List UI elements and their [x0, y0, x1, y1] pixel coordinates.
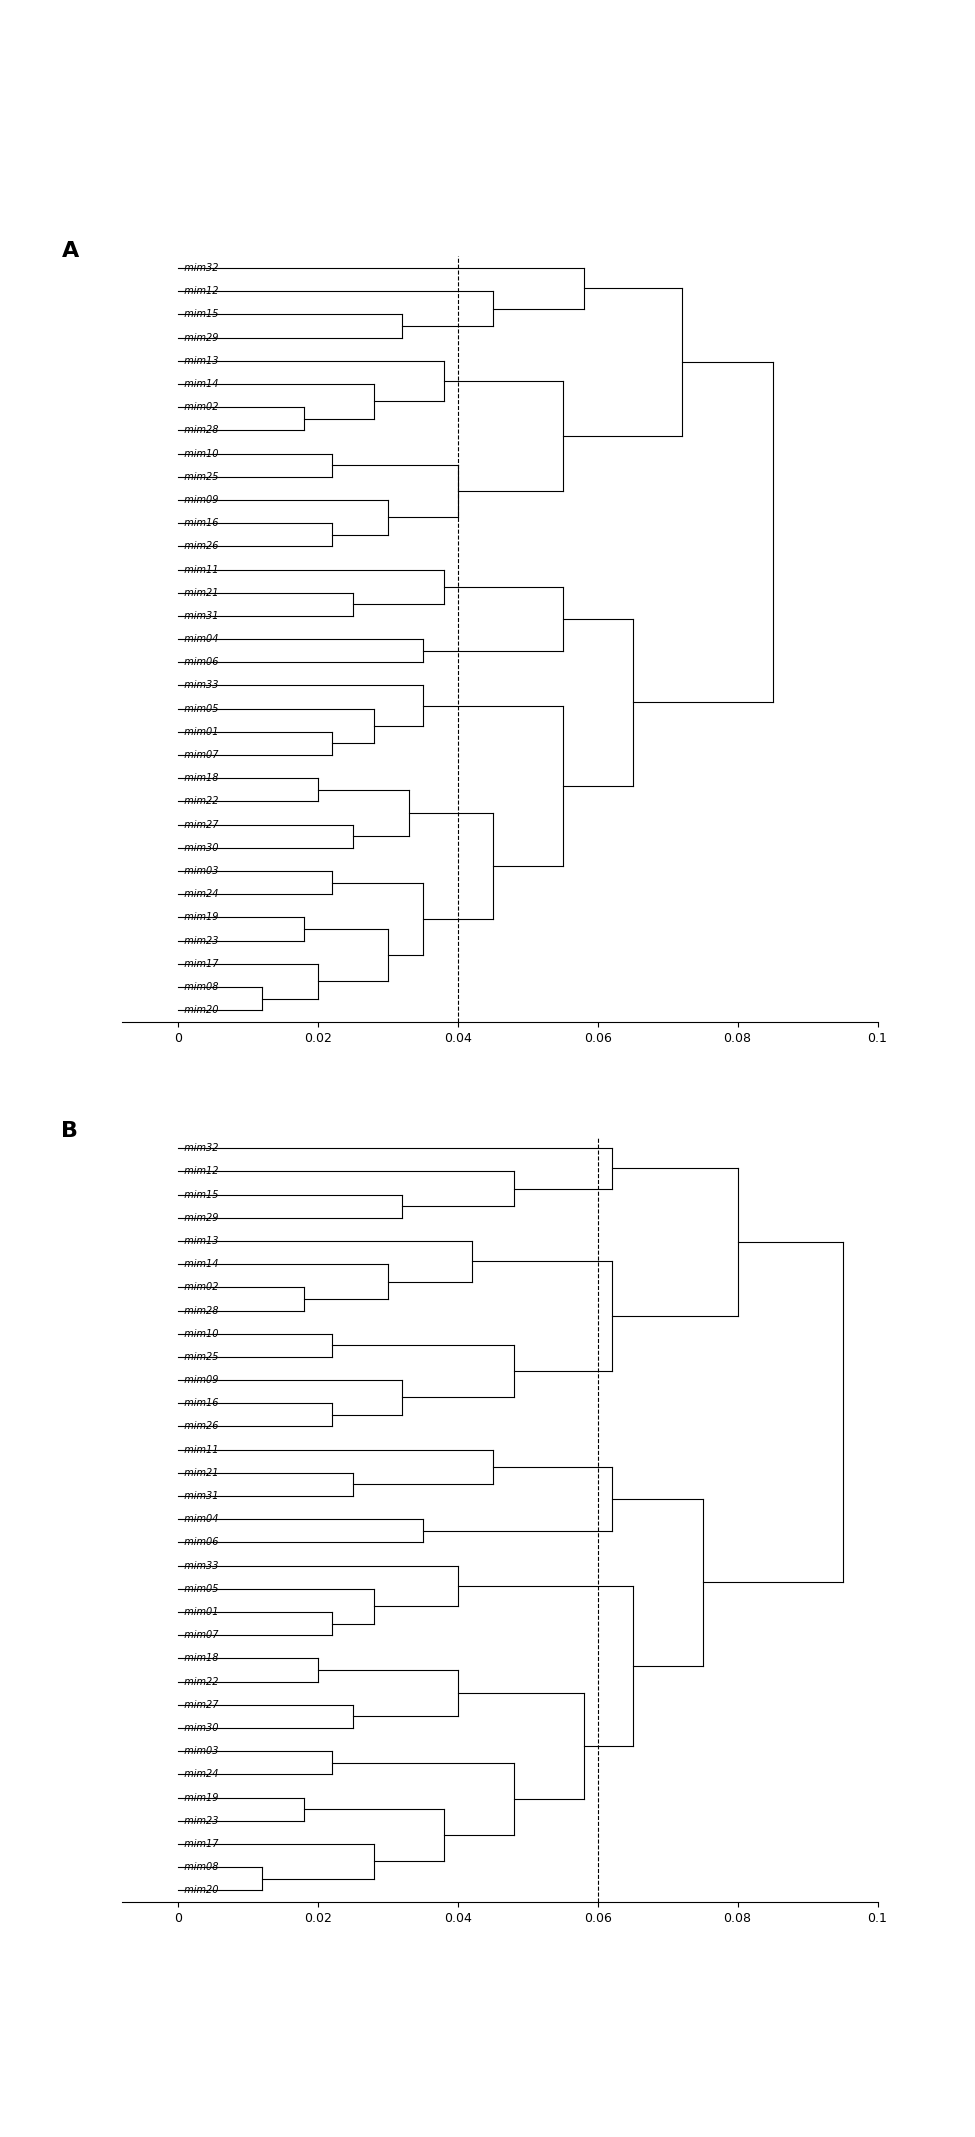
Text: mim30: mim30 [177, 842, 218, 853]
Text: mim30: mim30 [177, 1722, 218, 1733]
Text: mim25: mim25 [177, 1353, 218, 1361]
Text: mim22: mim22 [177, 797, 218, 806]
Text: mim21: mim21 [177, 588, 218, 598]
Text: mim13: mim13 [177, 355, 218, 365]
Text: mim12: mim12 [177, 1167, 218, 1175]
Text: mim17: mim17 [177, 1840, 218, 1849]
Text: mim31: mim31 [177, 611, 218, 622]
Text: mim04: mim04 [177, 635, 218, 643]
Text: mim27: mim27 [177, 821, 218, 829]
Text: mim08: mim08 [177, 1861, 218, 1872]
Text: mim33: mim33 [177, 680, 218, 690]
Text: mim06: mim06 [177, 1537, 218, 1547]
Text: mim29: mim29 [177, 333, 218, 342]
Text: mim05: mim05 [177, 703, 218, 714]
Text: mim27: mim27 [177, 1699, 218, 1710]
Text: mim07: mim07 [177, 1631, 218, 1641]
Text: mim31: mim31 [177, 1492, 218, 1500]
Text: mim02: mim02 [177, 1282, 218, 1293]
Text: mim16: mim16 [177, 1398, 218, 1408]
Text: mim12: mim12 [177, 286, 218, 297]
Text: mim15: mim15 [177, 310, 218, 318]
Text: B: B [61, 1122, 78, 1141]
Text: mim10: mim10 [177, 1329, 218, 1338]
Text: mim09: mim09 [177, 496, 218, 504]
Text: mim23: mim23 [177, 936, 218, 945]
Text: mim09: mim09 [177, 1374, 218, 1385]
Text: mim21: mim21 [177, 1468, 218, 1479]
Text: mim19: mim19 [177, 912, 218, 923]
Text: mim04: mim04 [177, 1515, 218, 1524]
Text: mim10: mim10 [177, 449, 218, 459]
Text: mim07: mim07 [177, 750, 218, 761]
Text: mim01: mim01 [177, 1607, 218, 1618]
Text: mim08: mim08 [177, 983, 218, 992]
Text: mim32: mim32 [177, 263, 218, 274]
Text: mim17: mim17 [177, 960, 218, 968]
Text: mim33: mim33 [177, 1560, 218, 1571]
Text: mim22: mim22 [177, 1678, 218, 1686]
Text: mim06: mim06 [177, 658, 218, 667]
Text: mim20: mim20 [177, 1004, 218, 1015]
Text: mim03: mim03 [177, 1746, 218, 1757]
Text: mim19: mim19 [177, 1793, 218, 1804]
Text: mim13: mim13 [177, 1235, 218, 1246]
Text: mim02: mim02 [177, 402, 218, 412]
Text: mim05: mim05 [177, 1584, 218, 1594]
Text: mim15: mim15 [177, 1190, 218, 1199]
Text: mim20: mim20 [177, 1885, 218, 1896]
Text: A: A [61, 241, 79, 261]
Text: mim01: mim01 [177, 727, 218, 737]
Text: mim28: mim28 [177, 425, 218, 436]
Text: mim16: mim16 [177, 517, 218, 528]
Text: mim14: mim14 [177, 378, 218, 389]
Text: mim18: mim18 [177, 774, 218, 784]
Text: mim29: mim29 [177, 1214, 218, 1222]
Text: mim28: mim28 [177, 1306, 218, 1316]
Text: mim11: mim11 [177, 564, 218, 575]
Text: mim24: mim24 [177, 889, 218, 900]
Text: mim11: mim11 [177, 1445, 218, 1455]
Text: mim25: mim25 [177, 472, 218, 481]
Text: mim26: mim26 [177, 541, 218, 551]
Text: mim26: mim26 [177, 1421, 218, 1432]
Text: mim14: mim14 [177, 1259, 218, 1269]
Text: mim23: mim23 [177, 1816, 218, 1825]
Text: mim24: mim24 [177, 1769, 218, 1780]
Text: mim32: mim32 [177, 1143, 218, 1154]
Text: mim18: mim18 [177, 1654, 218, 1663]
Text: mim03: mim03 [177, 865, 218, 876]
